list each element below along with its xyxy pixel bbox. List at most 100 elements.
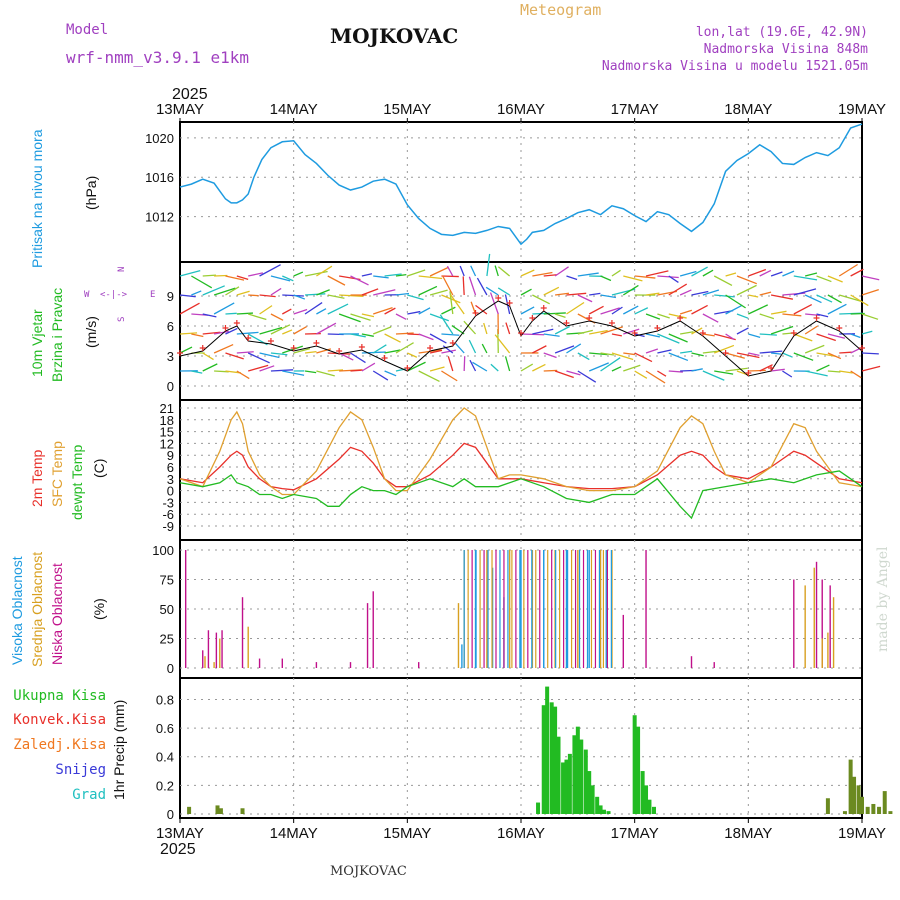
wind-arrow bbox=[270, 313, 284, 321]
y-tick-label: 50 bbox=[160, 602, 174, 617]
wind-arrow bbox=[259, 305, 273, 315]
wind-arrow bbox=[850, 347, 861, 354]
wind-arrow bbox=[759, 350, 783, 354]
wind-arrow bbox=[373, 306, 393, 315]
wind-unit: (m/s) bbox=[83, 316, 99, 348]
wind-arrow bbox=[494, 334, 511, 354]
wind-arrow bbox=[179, 332, 198, 335]
wind-arrow bbox=[282, 329, 293, 335]
wind-arrow bbox=[191, 370, 203, 374]
wind-arrow bbox=[577, 272, 599, 277]
panel-precipitation: 0 0.2 0.4 0.6 0.8 bbox=[156, 677, 863, 822]
wind-arrow bbox=[782, 270, 795, 277]
cloud-title-mid: Srednja Oblacnost bbox=[29, 552, 45, 667]
wind-arrow bbox=[327, 303, 349, 315]
wind-arrow bbox=[759, 313, 775, 320]
x-tick-top: 19MAY bbox=[838, 101, 886, 118]
model-label: Model bbox=[66, 22, 108, 38]
wind-gust-marker bbox=[427, 345, 434, 351]
wind-arrow bbox=[805, 313, 820, 317]
precip-bar bbox=[545, 686, 550, 814]
wind-arrow bbox=[634, 370, 648, 379]
wind-arrow bbox=[338, 352, 354, 361]
wind-arrow bbox=[384, 370, 397, 377]
wind-arrow bbox=[793, 275, 818, 281]
wind-gust-marker bbox=[745, 370, 752, 376]
wind-arrow bbox=[395, 292, 410, 296]
wind-arrow bbox=[589, 352, 608, 356]
wind-gust-marker bbox=[768, 365, 775, 371]
wind-arrow bbox=[622, 284, 639, 296]
wind-arrow bbox=[481, 343, 488, 354]
wind-arrow bbox=[361, 313, 375, 318]
wind-arrow bbox=[622, 305, 639, 315]
wind-arrow bbox=[418, 285, 438, 296]
wind-arrow bbox=[623, 364, 641, 372]
wind-arrow bbox=[748, 304, 769, 315]
wind-arrow bbox=[504, 356, 511, 372]
wind-arrow bbox=[736, 284, 757, 296]
y-tick-label: 21 bbox=[160, 401, 174, 416]
y-tick-label: 18 bbox=[160, 413, 174, 428]
wind-arrow bbox=[725, 272, 737, 277]
wind-arrow bbox=[839, 294, 862, 303]
wind-arrow bbox=[748, 352, 760, 357]
altitude-info: Nadmorska Visina 848m bbox=[704, 42, 869, 57]
wind-arrow bbox=[759, 333, 777, 336]
wind-arrow bbox=[361, 362, 376, 372]
wind-arrow bbox=[748, 369, 766, 372]
wind-arrow bbox=[782, 313, 802, 317]
wind-arrows bbox=[179, 253, 881, 384]
cloud-title-low: Niska Oblacnost bbox=[49, 563, 65, 665]
precip-bar bbox=[587, 771, 592, 814]
wind-arrow bbox=[384, 333, 401, 343]
wind-arrow bbox=[782, 352, 793, 358]
wind-arrow bbox=[225, 275, 245, 281]
pressure-unit: (hPa) bbox=[83, 176, 99, 210]
wind-arrow bbox=[304, 351, 317, 354]
wind-arrow bbox=[566, 275, 578, 281]
wind-arrow bbox=[861, 330, 873, 335]
wind-gust-marker bbox=[859, 345, 865, 351]
wind-gust-marker bbox=[404, 365, 411, 371]
wind-arrow bbox=[350, 275, 369, 286]
precip-bar bbox=[825, 798, 830, 814]
wind-arrow bbox=[543, 286, 560, 296]
wind-arrow bbox=[668, 313, 687, 319]
wind-arrow bbox=[600, 357, 621, 372]
x-tick-top: 15MAY bbox=[383, 101, 431, 118]
wind-arrow bbox=[202, 363, 218, 372]
wind-arrow bbox=[327, 294, 345, 299]
year-top: 2025 bbox=[172, 86, 208, 103]
wind-arrow bbox=[600, 352, 614, 356]
precip-bar bbox=[842, 811, 847, 814]
y-tick-label: 15 bbox=[160, 425, 174, 440]
wind-arrow bbox=[293, 325, 307, 335]
wind-arrow bbox=[202, 274, 217, 277]
wind-arrow bbox=[441, 306, 456, 315]
wind-arrow bbox=[532, 271, 553, 277]
wind-arrow bbox=[554, 325, 570, 335]
wind-arrow bbox=[441, 349, 456, 354]
y-tick-label: 9 bbox=[167, 289, 174, 304]
wind-gust-marker bbox=[677, 315, 684, 321]
wind-arrow bbox=[554, 266, 569, 277]
wind-arrow bbox=[270, 369, 294, 372]
wind-arrow bbox=[248, 364, 269, 372]
y-tick-label: 1016 bbox=[145, 170, 174, 185]
wind-arrow bbox=[418, 370, 440, 383]
wind-arrow bbox=[589, 329, 608, 335]
precip-bar bbox=[852, 776, 857, 814]
wind-arrow bbox=[350, 352, 366, 364]
y-tick-label: 0.4 bbox=[156, 750, 174, 765]
wind-arrow bbox=[316, 348, 332, 354]
x-tick-bottom: 17MAY bbox=[611, 825, 659, 842]
precip-bar bbox=[606, 811, 611, 814]
x-tick-top: 16MAY bbox=[497, 101, 545, 118]
wind-arrow bbox=[304, 370, 317, 374]
compass-west: W bbox=[84, 290, 90, 300]
meteogram-label: Meteogram bbox=[520, 1, 601, 19]
wind-arrow bbox=[657, 313, 670, 319]
precip-bar bbox=[583, 749, 588, 814]
y-tick-label: 1020 bbox=[145, 131, 174, 146]
